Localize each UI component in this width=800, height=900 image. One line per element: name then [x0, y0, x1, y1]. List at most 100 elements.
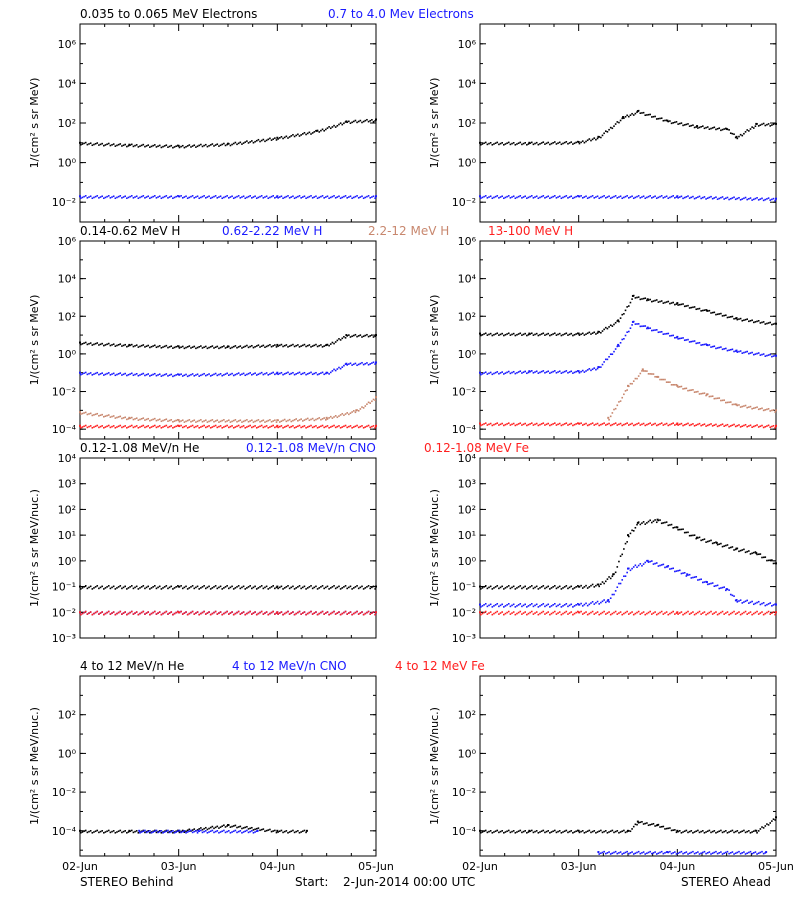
data-point: [237, 610, 240, 613]
data-point: [578, 334, 581, 336]
data-point: [264, 612, 266, 614]
data-point: [277, 613, 279, 615]
data-point: [588, 196, 591, 199]
data-point: [723, 852, 725, 855]
data-point: [735, 135, 738, 138]
data-point: [626, 306, 628, 308]
data-point: [334, 415, 337, 417]
data-point: [772, 409, 775, 411]
data-point: [152, 586, 154, 588]
data-point: [697, 423, 699, 426]
data-point: [646, 822, 648, 824]
data-point: [252, 612, 255, 614]
data-point: [81, 426, 84, 428]
data-point: [721, 128, 724, 131]
data-point: [675, 853, 678, 855]
data-point: [126, 831, 128, 834]
data-point: [716, 543, 719, 546]
data-point: [354, 611, 357, 614]
data-point: [229, 347, 232, 350]
data-point: [637, 610, 640, 613]
data-point: [499, 142, 502, 145]
data-point: [572, 334, 574, 337]
data-point: [563, 333, 566, 335]
data-point: [315, 611, 317, 613]
data-point: [336, 196, 339, 198]
data-point: [320, 372, 322, 374]
data-point: [623, 196, 625, 199]
data-point: [721, 196, 724, 198]
data-point: [739, 599, 742, 601]
data-point: [670, 523, 673, 526]
data-point: [611, 353, 614, 356]
data-point: [180, 145, 182, 148]
data-point: [499, 196, 502, 198]
data-point: [567, 831, 569, 834]
data-point: [251, 344, 253, 347]
data-point: [223, 345, 225, 347]
data-point: [116, 426, 118, 428]
data-point: [144, 197, 146, 199]
data-point: [560, 143, 563, 146]
y-tick-label: 10⁻²: [452, 196, 476, 209]
data-point: [769, 199, 772, 201]
data-point: [654, 115, 656, 118]
data-point: [593, 197, 596, 199]
data-point: [343, 195, 345, 198]
data-point: [150, 587, 153, 589]
data-point: [311, 132, 314, 134]
data-point: [618, 582, 620, 585]
data-point: [98, 831, 100, 834]
data-point: [565, 195, 568, 197]
data-point: [611, 575, 614, 578]
data-point: [547, 830, 550, 832]
data-point: [729, 593, 732, 596]
data-point: [321, 418, 324, 420]
data-point: [641, 298, 643, 300]
data-point: [144, 426, 146, 429]
data-point: [614, 610, 617, 613]
data-point: [247, 142, 250, 144]
data-point: [751, 351, 753, 354]
data-point: [283, 830, 286, 833]
data-point: [738, 831, 740, 834]
data-point: [651, 424, 653, 426]
data-point: [154, 372, 156, 375]
data-point: [193, 587, 196, 590]
data-point: [264, 196, 266, 198]
data-point: [149, 613, 151, 616]
data-point: [708, 395, 711, 398]
data-point: [557, 333, 559, 336]
data-point: [290, 196, 293, 198]
data-point: [565, 332, 568, 335]
data-point: [290, 586, 293, 589]
data-point: [697, 196, 699, 198]
data-point: [743, 548, 745, 551]
data-point: [116, 612, 118, 615]
data-point: [310, 610, 312, 613]
data-point: [341, 196, 344, 199]
data-point: [685, 829, 688, 832]
data-point: [601, 195, 604, 198]
data-point: [739, 613, 742, 616]
data-point: [702, 830, 704, 832]
series-1: [479, 320, 777, 376]
data-point: [305, 613, 307, 616]
data-point: [260, 420, 263, 422]
data-point: [84, 341, 87, 344]
data-point: [651, 329, 653, 332]
data-point: [739, 852, 742, 855]
data-point: [637, 296, 640, 298]
data-point: [354, 119, 357, 122]
data-point: [598, 830, 600, 833]
data-point: [249, 827, 251, 830]
data-point: [568, 586, 571, 589]
data-point: [728, 129, 730, 131]
data-point: [84, 610, 87, 613]
data-point: [746, 318, 748, 320]
y-axis-label: 1/(cm² s sr MeV/nuc.): [428, 707, 441, 825]
data-point: [328, 373, 330, 375]
data-point: [170, 373, 173, 376]
data-point: [547, 370, 550, 373]
data-point: [109, 831, 112, 834]
